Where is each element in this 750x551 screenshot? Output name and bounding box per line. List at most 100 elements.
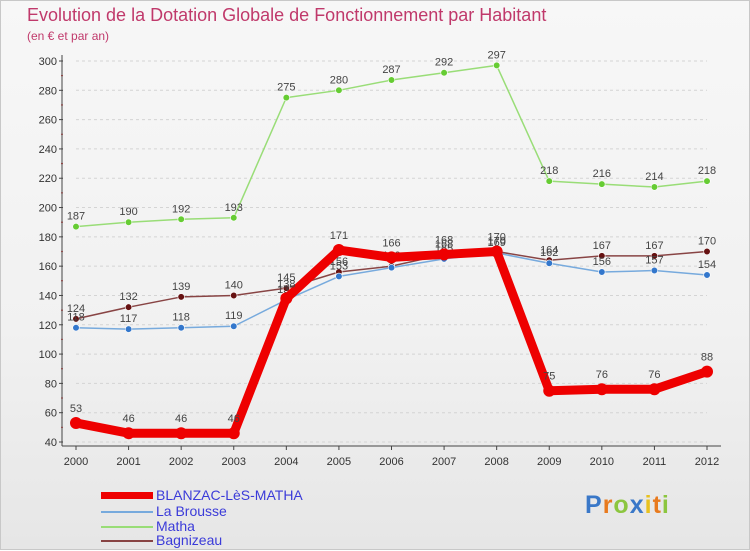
data-point-la-brousse: [335, 272, 343, 281]
data-label-la-brousse: 154: [698, 259, 716, 271]
data-label-la-brousse: 153: [330, 260, 348, 272]
logo-letter: x: [629, 491, 645, 519]
data-point-matha: [703, 177, 711, 185]
data-point-la-brousse: [545, 259, 553, 267]
y-tick-label: 220: [39, 173, 57, 185]
chart-subtitle: (en € et par an): [27, 29, 110, 43]
legend-swatch-matha: [101, 526, 153, 528]
data-point-matha: [440, 69, 448, 77]
x-tick-label: 2007: [432, 456, 456, 468]
data-point-blanzac-l-s-matha: [280, 292, 293, 305]
data-label-blanzac-l-s-matha: 166: [382, 237, 400, 249]
data-point-bagnizeau: [650, 252, 659, 260]
x-tick-label: 2010: [590, 456, 614, 468]
legend-swatch-bagnizeau: [101, 540, 153, 542]
data-label-la-brousse: 118: [172, 312, 190, 324]
data-point-bagnizeau: [598, 252, 606, 260]
legend-label-la-brousse: La Brousse: [156, 503, 227, 519]
data-label-la-brousse: 169: [487, 237, 505, 249]
logo-letter: i: [661, 491, 670, 519]
data-point-bagnizeau: [282, 284, 290, 292]
y-tick-label: 100: [39, 349, 57, 361]
data-point-la-brousse: [650, 266, 659, 275]
data-point-bagnizeau: [230, 291, 238, 300]
y-tick-label: 60: [45, 408, 57, 420]
data-label-blanzac-l-s-matha: 170: [487, 232, 505, 244]
data-label-bagnizeau: 139: [172, 281, 190, 293]
data-label-matha: 218: [698, 165, 716, 177]
x-tick-label: 2000: [64, 456, 88, 468]
data-label-blanzac-l-s-matha: 76: [596, 369, 608, 381]
data-point-la-brousse: [72, 324, 80, 332]
data-point-blanzac-l-s-matha: [648, 383, 661, 396]
data-label-matha: 214: [645, 171, 663, 183]
data-point-blanzac-l-s-matha: [438, 248, 451, 261]
data-point-blanzac-l-s-matha: [227, 427, 240, 440]
data-point-la-brousse: [598, 268, 606, 276]
series-line-blanzac-l-s-matha: [71, 245, 712, 438]
data-point-matha: [545, 177, 553, 185]
y-tick-label: 120: [39, 320, 57, 332]
data-label-blanzac-l-s-matha: 46: [175, 413, 187, 425]
data-point-blanzac-l-s-matha: [332, 244, 345, 257]
data-point-matha: [598, 180, 606, 188]
legend-label-blanzac: BLANZAC-LèS-MATHA: [156, 487, 303, 503]
data-point-matha: [282, 94, 290, 102]
y-tick-label: 240: [39, 144, 57, 156]
x-tick-label: 2011: [643, 456, 667, 468]
data-point-blanzac-l-s-matha: [175, 427, 188, 440]
legend-swatch-blanzac: [101, 492, 153, 499]
y-tick-label: 80: [45, 378, 57, 390]
x-tick-label: 2006: [379, 456, 403, 468]
data-label-bagnizeau: 170: [487, 236, 505, 248]
y-tick-label: 280: [39, 85, 57, 97]
y-tick-label: 300: [39, 56, 57, 68]
data-label-matha: 192: [172, 203, 190, 215]
x-tick-label: 2001: [116, 456, 140, 468]
data-label-blanzac-l-s-matha: 75: [543, 371, 555, 383]
legend-label-matha: Matha: [156, 518, 195, 534]
y-tick-label: 200: [39, 203, 57, 215]
data-label-bagnizeau: 167: [645, 240, 663, 252]
data-point-blanzac-l-s-matha: [122, 427, 135, 440]
data-label-bagnizeau: 124: [67, 303, 85, 315]
series-line-matha: [75, 64, 708, 228]
data-point-matha: [387, 76, 396, 84]
logo-letter: o: [613, 491, 630, 519]
data-label-matha: 190: [119, 206, 137, 218]
data-point-matha: [124, 218, 133, 226]
data-label-matha: 187: [67, 211, 85, 223]
data-point-la-brousse: [387, 264, 396, 272]
legend-swatch-la-brousse: [101, 511, 153, 513]
data-point-bagnizeau: [72, 315, 80, 323]
x-tick-label: 2004: [274, 456, 298, 468]
data-point-la-brousse: [177, 324, 185, 332]
data-label-matha: 275: [277, 82, 295, 94]
data-point-blanzac-l-s-matha: [701, 365, 713, 378]
y-tick-label: 140: [39, 290, 57, 302]
proxiti-logo: Proxiti: [585, 491, 670, 520]
y-tick-label: 40: [45, 437, 57, 449]
data-point-la-brousse: [230, 322, 238, 330]
data-label-blanzac-l-s-matha: 46: [228, 413, 240, 425]
data-label-bagnizeau: 140: [225, 279, 243, 291]
logo-letter: i: [644, 491, 653, 519]
data-point-blanzac-l-s-matha: [490, 245, 503, 258]
data-label-blanzac-l-s-matha: 138: [277, 278, 295, 290]
data-point-matha: [230, 214, 238, 222]
legend-label-bagnizeau: Bagnizeau: [156, 532, 223, 548]
data-label-blanzac-l-s-matha: 53: [70, 403, 82, 415]
data-label-bagnizeau: 170: [698, 236, 716, 248]
x-tick-label: 2005: [327, 456, 351, 468]
data-point-matha: [72, 222, 80, 231]
data-label-la-brousse: 118: [67, 312, 85, 324]
y-tick-label: 180: [39, 232, 57, 244]
logo-letter: r: [602, 491, 614, 519]
y-tick-label: 160: [39, 261, 57, 273]
data-point-matha: [650, 183, 659, 191]
data-label-matha: 297: [487, 49, 505, 61]
data-label-blanzac-l-s-matha: 88: [701, 352, 713, 364]
data-label-bagnizeau: 167: [593, 240, 611, 252]
